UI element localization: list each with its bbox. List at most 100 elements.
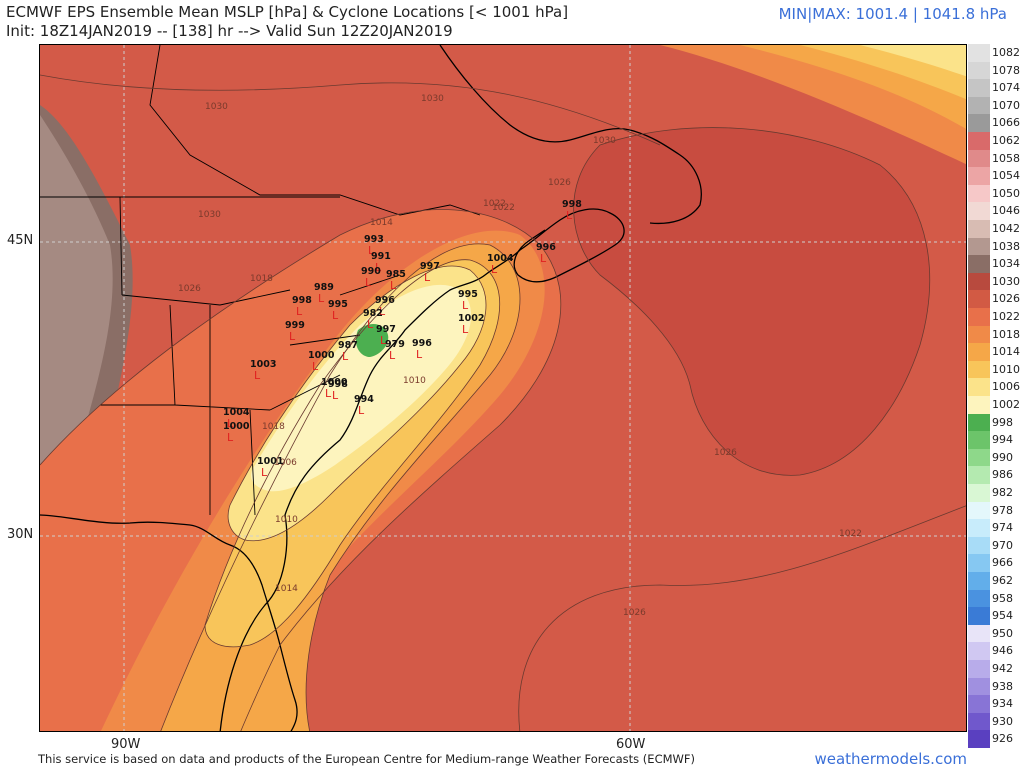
colorbar-label: 958 — [992, 591, 1013, 605]
cyclone-low-marker: L — [332, 309, 339, 322]
cyclone-low-marker: L — [491, 263, 498, 276]
colorbar-label: 982 — [992, 486, 1013, 499]
band-1002 — [251, 284, 472, 492]
contour-label: 1006 — [274, 458, 297, 468]
contour-label: 1018 — [262, 422, 285, 432]
colorbar-swatch — [968, 272, 990, 291]
colorbar-label: 986 — [992, 468, 1013, 482]
contour-label: 1026 — [178, 284, 201, 294]
atlantic-1026-region — [573, 127, 930, 476]
cyclone-low-marker: L — [227, 417, 234, 430]
cyclone-low-marker: L — [261, 466, 268, 479]
colorbar-label: 1038 — [992, 239, 1020, 253]
cyclone-low-marker: L — [375, 261, 382, 274]
contour-label: 1026 — [548, 178, 571, 188]
contour-label: 1022 — [839, 529, 862, 539]
high-ne-1038 — [860, 45, 966, 77]
colorbar-swatch — [968, 360, 990, 379]
min-max-prefix: MIN|MAX: 1001.4 — [778, 5, 909, 23]
colorbar-swatch — [968, 202, 990, 221]
colorbar-swatch — [968, 325, 990, 344]
high-1042-region — [40, 115, 113, 545]
colorbar-swatch — [968, 519, 990, 538]
cyclone-pressure-label: 997 — [376, 324, 396, 335]
coastline-east — [219, 208, 625, 731]
colorbar-label: 926 — [992, 732, 1013, 746]
colorbar-swatch — [968, 114, 990, 133]
contour-label: 1018 — [250, 274, 273, 284]
colorbar-swatch — [968, 396, 990, 415]
colorbar-label: 962 — [992, 574, 1013, 587]
colorbar-swatch — [968, 712, 990, 731]
cyclone-pressure-label: 1000 — [308, 350, 335, 361]
cyclone-low-marker: L — [342, 350, 349, 363]
contour-label: 1014 — [370, 218, 393, 228]
colorbar-label: 1042 — [992, 222, 1020, 235]
map-canvas: 1030 1030 1030 1026 1030 1026 1022 1018 1014 1018… — [40, 45, 966, 731]
lat-label-30n: 30N — [7, 527, 34, 542]
contour-label: 1026 — [714, 448, 737, 458]
cyclone-low-marker: L — [365, 276, 372, 289]
contour-label: 1010 — [275, 515, 298, 525]
min-max-separator: | — [912, 5, 918, 23]
colorbar-swatch — [968, 378, 990, 397]
colorbar-swatch — [968, 677, 990, 696]
cyclone-low-marker: L — [390, 279, 397, 292]
colorbar-swatch — [968, 536, 990, 555]
cyclone-pressure-label: 999 — [285, 320, 305, 331]
colorbar-label: 970 — [992, 538, 1013, 552]
colorbar-swatch — [968, 167, 990, 186]
isobar-1022 — [40, 209, 562, 731]
colorbar-label: 1078 — [992, 63, 1020, 77]
cyclone-low-marker: L — [289, 330, 296, 343]
colorbar-swatch — [968, 290, 990, 309]
cyclone-pressure-label: 1000 — [321, 377, 348, 388]
cyclone-pressure-label: 996 — [412, 338, 432, 349]
cyclone-pressure-label: 993 — [364, 234, 384, 245]
cyclone-pressure-label: 1002 — [458, 313, 484, 324]
cyclone-low-marker: L — [424, 271, 431, 284]
colorbar-label: 1058 — [992, 151, 1020, 165]
map-title: ECMWF EPS Ensemble Mean MSLP [hPa] & Cyc… — [6, 3, 569, 21]
colorbar-swatch — [968, 642, 990, 661]
pressure-map: 1030 1030 1030 1026 1030 1026 1022 1018 1014 1018… — [39, 44, 967, 732]
cyclone-pressure-label: 1003 — [250, 359, 276, 370]
colorbar-swatch — [968, 96, 990, 115]
cyclone-low-marker: L — [368, 244, 375, 257]
colorbar-label: 1074 — [992, 81, 1020, 95]
colorbar-label: 1030 — [992, 274, 1020, 288]
cyclone-pressure-label: 998 — [328, 379, 348, 390]
colorbar-swatch — [968, 695, 990, 714]
colorbar-label: 1054 — [992, 169, 1020, 183]
colorbar-label: 1062 — [992, 134, 1020, 147]
colorbar-label: 1018 — [992, 327, 1020, 341]
contour-label: 1022 — [492, 203, 515, 213]
contour-label: 1014 — [275, 584, 298, 594]
colorbar-swatch — [968, 572, 990, 591]
contour-label: 1030 — [205, 102, 228, 112]
contour-label: 1030 — [593, 136, 616, 146]
colorbar-label: 1082 — [992, 46, 1020, 59]
cyclone-pressure-label: 1000 — [223, 421, 250, 432]
colorbar-swatch — [968, 149, 990, 168]
isobar-1006 — [227, 265, 487, 542]
colorbar-label: 1046 — [992, 204, 1020, 218]
cyclone-low-marker: L — [227, 431, 234, 444]
cyclone-pressure-label: 998 — [562, 199, 582, 210]
colorbar-swatch — [968, 607, 990, 626]
cyclone-pressure-label: 995 — [328, 299, 348, 310]
low-998-region — [355, 323, 389, 357]
brand-link[interactable]: weathermodels.com — [814, 750, 967, 768]
attribution-text: This service is based on data and produc… — [38, 752, 695, 766]
colorbar-swatch — [968, 554, 990, 573]
cyclone-low-marker: L — [540, 252, 547, 265]
colorbar-label: 990 — [992, 450, 1013, 464]
colorbar-label: 1070 — [992, 98, 1020, 112]
colorbar-label: 942 — [992, 662, 1013, 675]
cyclone-low-marker: L — [358, 404, 365, 417]
colorbar-label: 1050 — [992, 186, 1020, 200]
colorbar-swatch — [968, 237, 990, 256]
colorbar-label: 998 — [992, 415, 1013, 429]
cyclone-pressure-label: 1004 — [223, 407, 250, 418]
isobar-1022-south — [518, 505, 966, 731]
